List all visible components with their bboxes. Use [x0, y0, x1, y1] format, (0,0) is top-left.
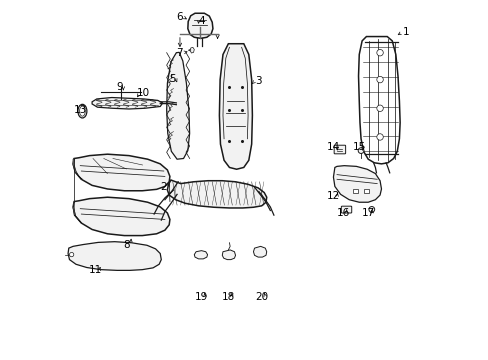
Bar — [363, 189, 368, 193]
Text: 3: 3 — [254, 76, 261, 86]
Circle shape — [368, 207, 374, 212]
Polygon shape — [222, 250, 235, 260]
Polygon shape — [187, 13, 212, 39]
Text: 5: 5 — [168, 74, 175, 84]
Circle shape — [376, 76, 383, 83]
Text: 4: 4 — [199, 17, 205, 27]
Polygon shape — [92, 98, 163, 109]
Text: 7: 7 — [176, 48, 182, 58]
Text: 17: 17 — [361, 208, 374, 218]
Text: 9: 9 — [116, 82, 123, 92]
Polygon shape — [358, 37, 399, 164]
Text: 10: 10 — [137, 88, 150, 98]
Polygon shape — [73, 154, 169, 191]
Polygon shape — [68, 242, 161, 270]
Text: 11: 11 — [89, 265, 102, 275]
Polygon shape — [166, 52, 189, 159]
Polygon shape — [219, 44, 252, 169]
Polygon shape — [333, 166, 381, 202]
Circle shape — [357, 148, 363, 153]
Circle shape — [376, 105, 383, 112]
Circle shape — [69, 252, 74, 257]
Polygon shape — [73, 197, 169, 235]
Polygon shape — [73, 202, 81, 223]
Text: 13: 13 — [74, 105, 87, 115]
Text: 12: 12 — [326, 191, 339, 201]
Polygon shape — [190, 47, 194, 53]
Circle shape — [376, 134, 383, 140]
Polygon shape — [194, 251, 207, 259]
Text: 18: 18 — [221, 292, 235, 302]
Text: 15: 15 — [352, 142, 365, 152]
Polygon shape — [73, 158, 82, 179]
Text: 2: 2 — [160, 182, 167, 192]
Text: 1: 1 — [402, 27, 408, 37]
Text: 20: 20 — [255, 292, 268, 302]
Ellipse shape — [80, 106, 85, 116]
FancyBboxPatch shape — [341, 206, 351, 213]
Text: 8: 8 — [123, 240, 130, 250]
FancyBboxPatch shape — [333, 145, 345, 154]
Bar — [352, 189, 357, 193]
Text: 19: 19 — [194, 292, 208, 302]
Polygon shape — [167, 180, 266, 208]
Ellipse shape — [78, 104, 87, 118]
Text: 14: 14 — [326, 142, 339, 152]
Circle shape — [376, 49, 383, 56]
Text: 16: 16 — [336, 208, 349, 218]
Text: 6: 6 — [176, 12, 182, 22]
Polygon shape — [253, 246, 266, 257]
